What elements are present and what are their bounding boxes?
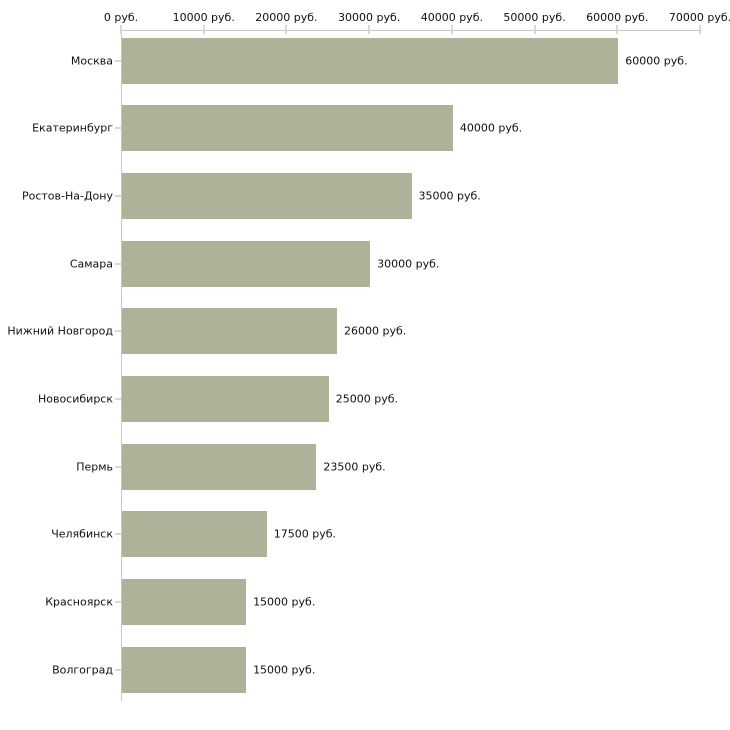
- category-label: Челябинск: [51, 527, 113, 541]
- x-tick-label: 50000 руб.: [503, 11, 566, 24]
- x-tick-mark: [699, 25, 701, 34]
- category-label: Новосибирск: [37, 392, 113, 406]
- bar: [122, 240, 371, 287]
- x-tick-mark: [368, 25, 371, 34]
- y-tick-mark: [115, 127, 121, 130]
- x-tick-label: 30000 руб.: [338, 11, 401, 24]
- x-tick-mark: [120, 25, 122, 34]
- x-tick-label: 70000 руб.: [668, 11, 730, 24]
- bar: [122, 105, 453, 152]
- bar: [122, 308, 338, 355]
- bar: [122, 37, 619, 84]
- value-label: 40000 руб.: [459, 121, 523, 135]
- bar: [122, 646, 247, 693]
- y-axis-line: [121, 30, 122, 701]
- y-tick-mark: [115, 533, 121, 536]
- category-label: Самара: [69, 257, 113, 271]
- x-tick-label: 40000 руб.: [420, 11, 483, 24]
- y-tick-mark: [115, 397, 121, 400]
- category-label: Екатеринбург: [32, 121, 113, 135]
- value-label: 35000 руб.: [418, 189, 481, 203]
- x-tick-label: 0 руб.: [103, 11, 139, 24]
- value-label: 15000 руб.: [253, 595, 316, 609]
- value-label: 60000 руб.: [625, 54, 688, 67]
- x-tick-mark: [450, 25, 453, 34]
- x-tick-mark: [616, 25, 619, 34]
- category-label: Пермь: [76, 460, 113, 474]
- x-tick-mark: [202, 25, 205, 34]
- value-label: 17500 руб.: [273, 527, 337, 541]
- value-label: 23500 руб.: [323, 460, 386, 474]
- bar: [122, 172, 412, 219]
- category-label: Нижний Новгород: [7, 324, 113, 338]
- x-tick-label: 10000 руб.: [172, 11, 235, 24]
- x-tick-label: 60000 руб.: [586, 11, 649, 24]
- value-label: 25000 руб.: [335, 392, 399, 406]
- category-label: Красноярск: [45, 595, 113, 609]
- bar: [122, 578, 247, 625]
- category-label: Ростов-На-Дону: [21, 189, 113, 203]
- category-label: Волгоград: [52, 663, 113, 677]
- value-label: 15000 руб.: [253, 663, 316, 677]
- category-label: Москва: [70, 54, 113, 67]
- x-axis-line: [121, 30, 702, 31]
- x-tick-mark: [285, 25, 288, 34]
- x-tick-mark: [533, 25, 536, 34]
- bar: [122, 443, 317, 490]
- y-tick-mark: [115, 59, 121, 62]
- y-tick-mark: [115, 668, 121, 671]
- bar: [122, 375, 329, 422]
- y-tick-mark: [115, 465, 121, 468]
- value-label: 30000 руб.: [377, 257, 440, 271]
- y-tick-mark: [115, 194, 121, 197]
- y-tick-mark: [115, 600, 121, 603]
- bar: [122, 511, 267, 558]
- value-label: 26000 руб.: [344, 324, 407, 338]
- y-tick-mark: [115, 262, 121, 265]
- y-tick-mark: [115, 330, 121, 333]
- x-tick-label: 20000 руб.: [255, 11, 318, 24]
